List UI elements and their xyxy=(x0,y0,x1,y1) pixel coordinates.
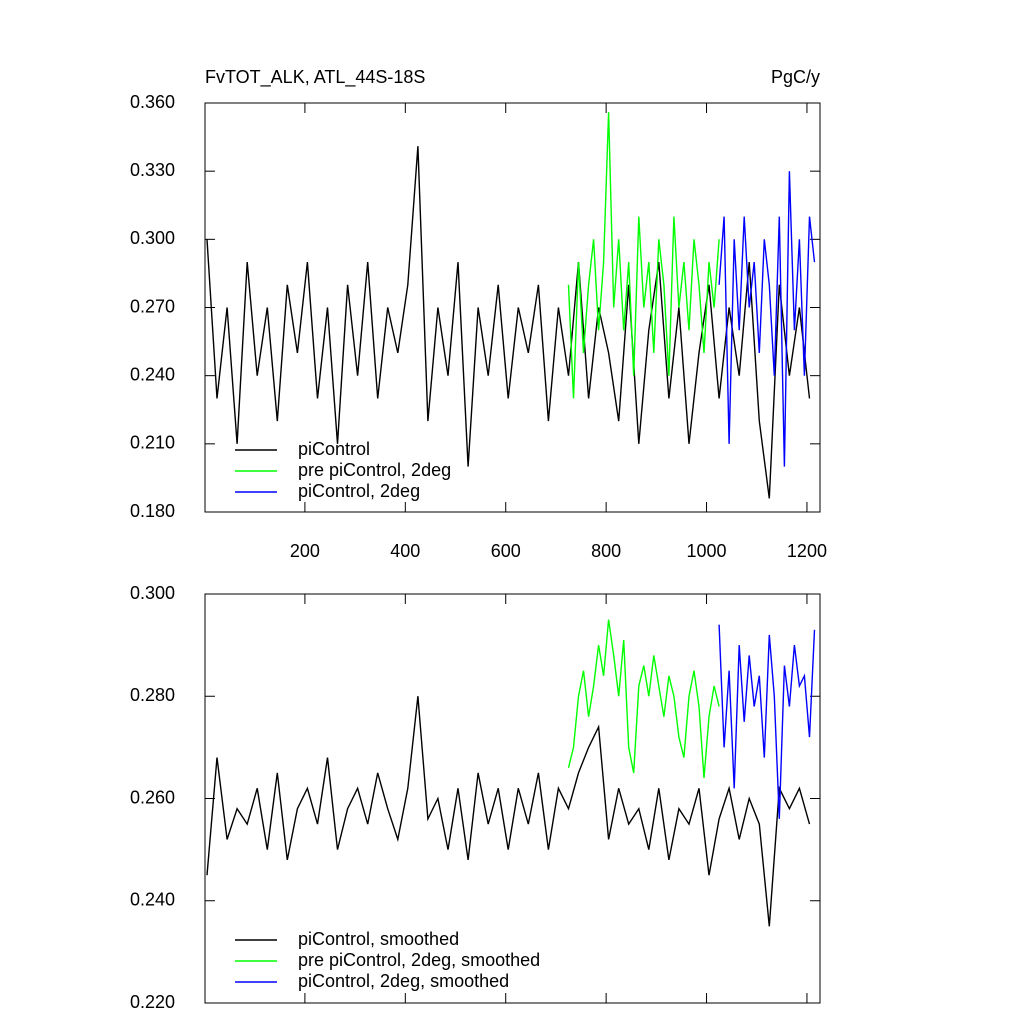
y-tick-label: 0.240 xyxy=(130,890,175,910)
y-tick-label: 0.270 xyxy=(130,296,175,316)
legend-label: pre piControl, 2deg xyxy=(298,460,451,480)
x-tick-label: 600 xyxy=(491,541,521,561)
x-tick-label: 800 xyxy=(591,541,621,561)
series-line xyxy=(206,146,811,499)
y-tick-label: 0.260 xyxy=(130,787,175,807)
y-tick-label: 0.280 xyxy=(130,685,175,705)
series-line xyxy=(567,619,720,779)
x-tick-label: 400 xyxy=(390,541,420,561)
units-label: PgC/y xyxy=(771,67,820,87)
series-line xyxy=(206,696,811,927)
series-line xyxy=(567,112,720,399)
legend-label: piControl, 2deg, smoothed xyxy=(298,971,509,991)
x-tick-label: 1200 xyxy=(787,541,827,561)
series-line xyxy=(718,624,816,819)
y-tick-label: 0.180 xyxy=(130,501,175,521)
y-tick-label: 0.220 xyxy=(130,992,175,1012)
legend-label: piControl xyxy=(298,439,370,459)
legend-label: piControl, 2deg xyxy=(298,481,420,501)
chart-title: FvTOT_ALK, ATL_44S-18S xyxy=(205,67,425,88)
y-tick-label: 0.300 xyxy=(130,228,175,248)
series-line xyxy=(718,171,816,467)
y-tick-label: 0.240 xyxy=(130,364,175,384)
x-tick-label: 200 xyxy=(290,541,320,561)
legend-label: piControl, smoothed xyxy=(298,929,459,949)
y-tick-label: 0.360 xyxy=(130,92,175,112)
y-tick-label: 0.210 xyxy=(130,433,175,453)
legend-label: pre piControl, 2deg, smoothed xyxy=(298,950,540,970)
y-tick-label: 0.300 xyxy=(130,583,175,603)
x-tick-label: 1000 xyxy=(687,541,727,561)
y-tick-label: 0.330 xyxy=(130,160,175,180)
